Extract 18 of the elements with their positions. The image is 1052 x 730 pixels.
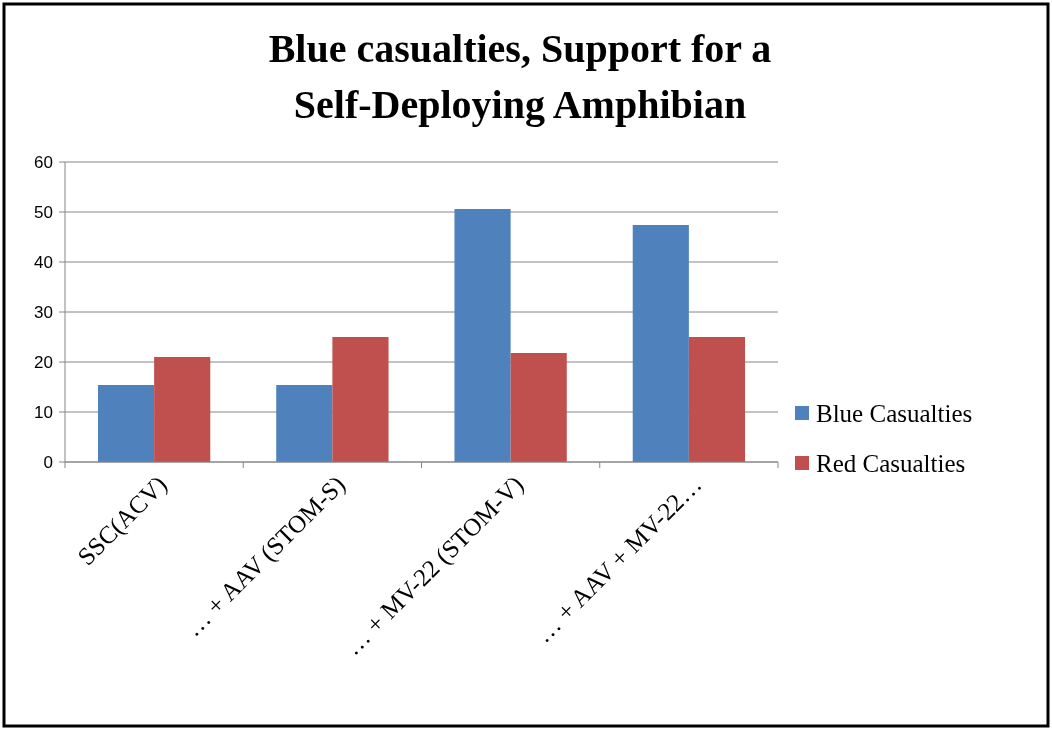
y-tick-label: 20 — [34, 352, 53, 372]
bar — [632, 225, 689, 462]
bar — [276, 385, 333, 462]
chart-title: Blue casualties, Support for a Self-Deploying Amphibian — [268, 26, 772, 127]
y-tick-label: 30 — [34, 302, 53, 322]
y-tick-label: 50 — [34, 202, 53, 222]
y-tick-label: 40 — [34, 252, 53, 272]
bar — [688, 337, 746, 462]
y-tick-label: 10 — [34, 402, 53, 422]
legend-label: Red Casualties — [816, 449, 966, 477]
bar — [97, 385, 155, 462]
bar — [510, 353, 567, 462]
bar — [332, 337, 389, 462]
y-tick-label: 0 — [43, 452, 53, 472]
legend-label: Blue Casualties — [816, 399, 973, 427]
y-tick-label: 60 — [34, 152, 53, 172]
bar — [454, 209, 511, 462]
bar — [154, 357, 211, 462]
